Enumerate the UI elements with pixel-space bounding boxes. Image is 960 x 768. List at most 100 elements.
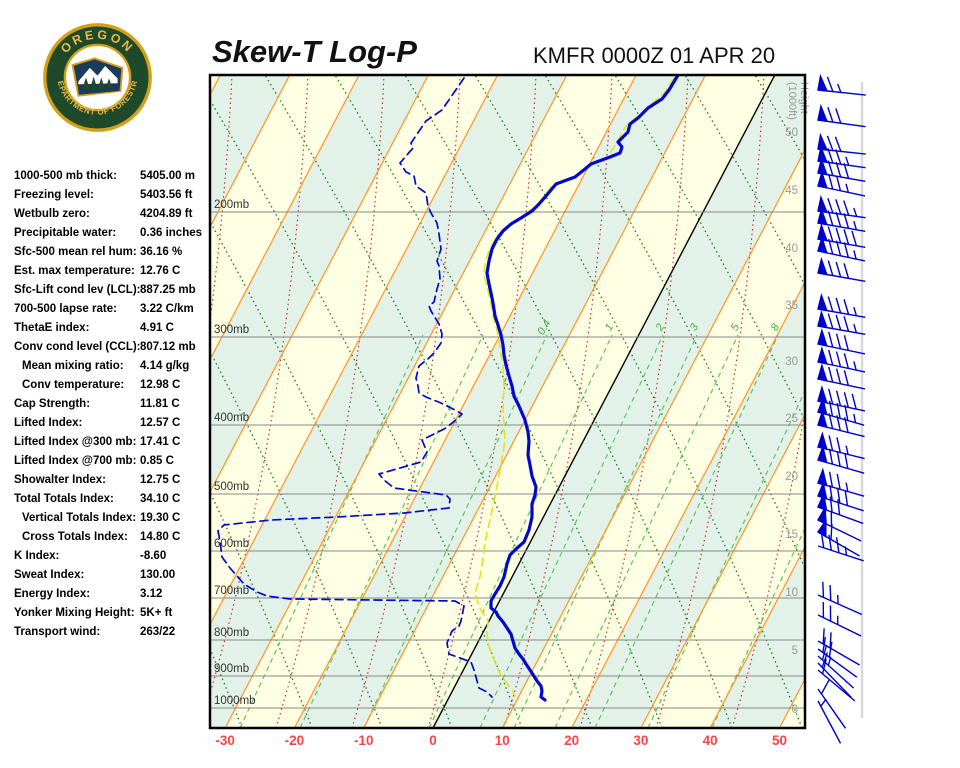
wind-barb xyxy=(817,170,866,197)
stat-label: Cap Strength: xyxy=(14,398,91,410)
isotherm-line xyxy=(571,280,805,728)
stat-label: ThetaE index: xyxy=(14,322,90,334)
moist-adiabat-line xyxy=(351,75,461,728)
stat-value: 34.10 C xyxy=(140,493,181,505)
stat-label: Wetbulb zero: xyxy=(14,208,90,220)
pressure-label: 300mb xyxy=(214,324,249,336)
wind-barb xyxy=(817,444,865,474)
moist-adiabat-line xyxy=(275,75,385,728)
temp-axis-tick: 0 xyxy=(429,733,437,748)
stat-row: Conv cond level (CCL): 807.12 mb xyxy=(14,338,214,357)
wind-barb xyxy=(817,581,863,616)
temp-axis-tick: -10 xyxy=(354,733,374,748)
temp-axis-tick: 10 xyxy=(495,733,510,748)
stat-value: 17.41 C xyxy=(140,436,181,448)
isotherm-line xyxy=(778,677,805,728)
stat-row: Lifted Index: 12.57 C xyxy=(14,414,214,433)
stat-value: 36.16 % xyxy=(140,246,183,258)
temp-axis-tick: -30 xyxy=(215,733,235,748)
stat-value: 5K+ ft xyxy=(140,607,173,619)
moist-adiabat-line xyxy=(427,75,537,728)
wind-barb xyxy=(817,309,866,336)
stat-row: Transport wind: 263/22 xyxy=(14,623,214,642)
stat-value: 11.81 C xyxy=(140,398,180,410)
moist-adiabat-line xyxy=(655,75,765,728)
isotherm-line xyxy=(210,75,499,626)
wind-barb-column xyxy=(816,73,866,744)
stat-row: Cap Strength: 11.81 C xyxy=(14,395,214,414)
moist-adiabat-line xyxy=(210,75,233,325)
odf-logo: OREGON DEPARTMENT OF FORESTRY xyxy=(40,20,152,132)
wind-barb xyxy=(817,698,842,744)
isotherm-line xyxy=(640,413,805,728)
pressure-label: 200mb xyxy=(214,199,249,211)
stat-label: Lifted Index @700 mb: xyxy=(14,455,137,467)
stat-row: 700-500 lapse rate: 3.22 C/km xyxy=(14,300,214,319)
stat-value: 0.85 C xyxy=(140,455,174,467)
mixing-ratio-line xyxy=(554,334,739,728)
height-label: 10 xyxy=(785,587,798,599)
height-label: 15 xyxy=(785,529,798,541)
mixing-ratio-line xyxy=(594,334,779,728)
stat-value: 5405.00 m xyxy=(140,170,195,182)
wind-barb xyxy=(817,144,866,169)
stat-row: 1000-500 mb thick: 5405.00 m xyxy=(14,167,214,186)
page-title: Skew-T Log-P xyxy=(212,34,417,69)
stat-row: Conv temperature: 12.98 C xyxy=(14,376,214,395)
stat-label: Sweat Index: xyxy=(14,569,85,581)
isotherm-band xyxy=(433,75,805,728)
stat-label: Conv temperature: xyxy=(22,379,125,391)
stat-value: 130.00 xyxy=(140,569,176,581)
isotherm-line xyxy=(709,545,805,728)
height-label: 20 xyxy=(785,471,798,483)
stat-value: 14.80 C xyxy=(140,531,181,543)
stat-value: 19.30 C xyxy=(140,512,181,524)
stat-label: Showalter Index: xyxy=(14,474,107,486)
stat-value: 12.57 C xyxy=(140,417,181,429)
height-label: 30 xyxy=(785,356,798,368)
wind-barb xyxy=(817,363,866,390)
stat-label: Total Totals Index: xyxy=(14,493,114,505)
mixing-ratio-label: 1 xyxy=(603,322,616,333)
stat-value: 3.22 C/km xyxy=(140,303,194,315)
isotherm-line xyxy=(210,75,360,362)
isotherm-line xyxy=(293,75,637,728)
wind-barb xyxy=(817,628,860,666)
stat-row: Precipitable water: 0.36 inches xyxy=(14,224,214,243)
height-label: 35 xyxy=(785,300,798,312)
wind-barb xyxy=(817,409,865,438)
stat-label: Est. max temperature: xyxy=(14,265,135,277)
chart-border xyxy=(208,73,807,730)
stat-row: Showalter Index: 12.75 C xyxy=(14,471,214,490)
pressure-label: 500mb xyxy=(214,481,249,493)
wind-barb xyxy=(817,467,865,497)
isotherm-line xyxy=(432,75,776,728)
stat-label: Freezing level: xyxy=(14,189,94,201)
height-axis-title: (1000ft) xyxy=(786,82,798,120)
stat-label: Sfc-Lift cond lev (LCL): xyxy=(14,284,141,296)
stat-label: Lifted Index @300 mb: xyxy=(14,436,137,448)
wind-barb xyxy=(817,256,866,283)
pressure-label: 600mb xyxy=(214,538,249,550)
isotherm-band xyxy=(294,75,706,728)
stat-row: Sfc-500 mean rel hum: 36.16 % xyxy=(14,243,214,262)
stat-row: Est. max temperature: 12.76 C xyxy=(14,262,214,281)
temperature-trace xyxy=(485,75,680,702)
wind-barb xyxy=(817,601,862,637)
wind-barb xyxy=(817,385,866,412)
wind-barb xyxy=(817,346,866,373)
stat-row: Cross Totals Index: 14.80 C xyxy=(14,528,214,547)
stat-value: 12.76 C xyxy=(140,265,181,277)
height-label: 50 xyxy=(785,127,798,139)
pressure-label: 1000mb xyxy=(214,695,256,707)
stat-label: Conv cond level (CCL): xyxy=(14,341,141,353)
wind-barb xyxy=(817,532,864,562)
stat-value: 887.25 mb xyxy=(140,284,196,296)
wind-barb xyxy=(817,679,847,729)
wind-barb xyxy=(817,206,866,233)
stat-value: 263/22 xyxy=(140,626,176,638)
stat-row: ThetaE index: 4.91 C xyxy=(14,319,214,338)
stat-row: Lifted Index @700 mb: 0.85 C xyxy=(14,452,214,471)
